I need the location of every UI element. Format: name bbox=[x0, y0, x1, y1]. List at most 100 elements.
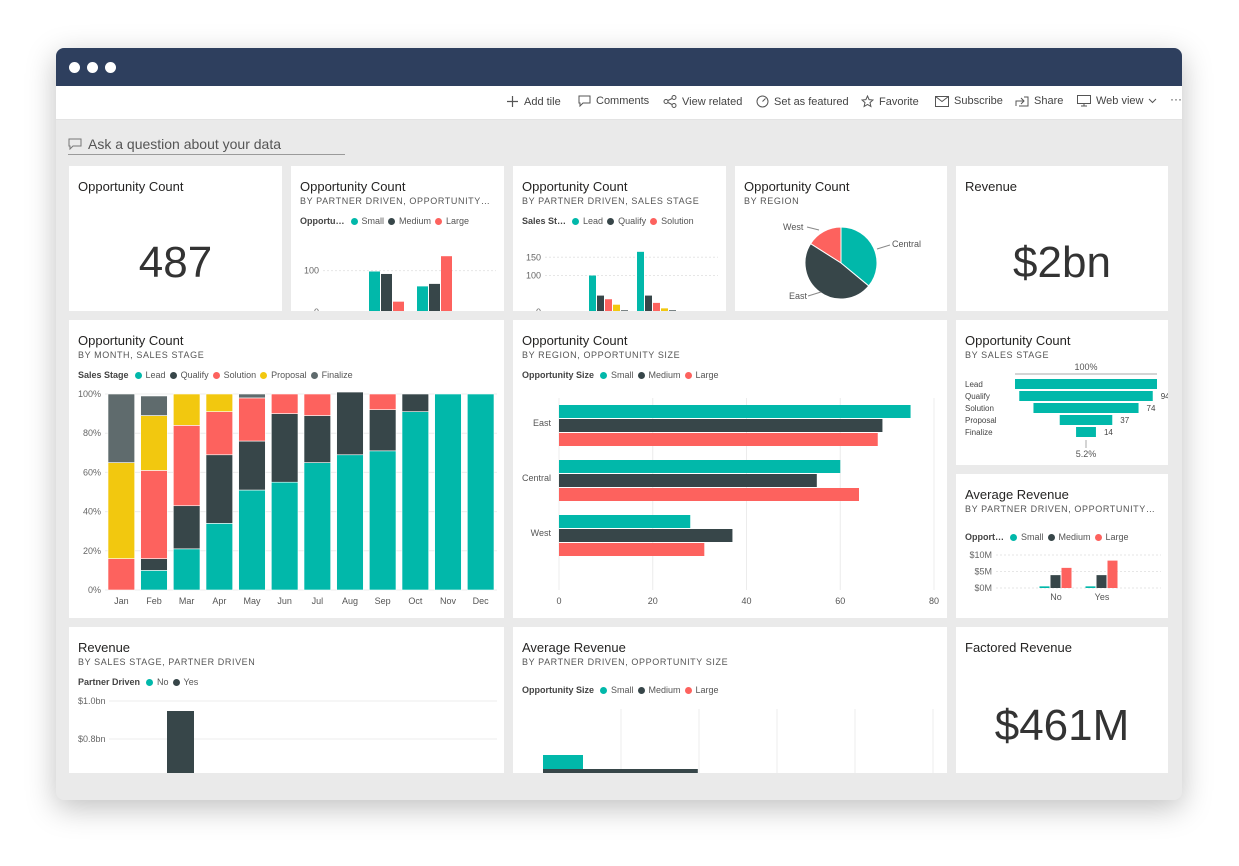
legend-title: Partner Driven bbox=[78, 677, 141, 687]
add-tile-label: Add tile bbox=[524, 95, 561, 108]
tile-avg-revenue-by-size[interactable]: Average Revenue BY PARTNER DRIVEN, OPPOR… bbox=[513, 627, 947, 773]
y-tick-label: Central bbox=[522, 473, 551, 483]
set-featured-button[interactable]: Set as featured bbox=[756, 95, 849, 108]
mail-icon bbox=[935, 95, 949, 107]
bar bbox=[653, 302, 660, 311]
tile-opp-by-month[interactable]: Opportunity Count BY MONTH, SALES STAGE … bbox=[69, 320, 504, 618]
bar-segment bbox=[303, 462, 331, 591]
bar bbox=[613, 304, 620, 311]
bar-segment bbox=[173, 548, 201, 591]
tile-title: Opportunity Count bbox=[522, 179, 628, 194]
pie-label: East bbox=[789, 291, 808, 301]
legend-dot bbox=[650, 217, 658, 225]
bar bbox=[559, 460, 841, 473]
y-tick-label: $5M bbox=[974, 567, 992, 577]
bar bbox=[621, 310, 628, 311]
bar-segment bbox=[173, 505, 201, 550]
window-dot-icon[interactable] bbox=[69, 62, 80, 73]
more-options-button[interactable]: ··· bbox=[1170, 92, 1182, 106]
horizontal-bar-chart: 0 20 40 60 80 East Central West bbox=[522, 398, 939, 606]
tile-subtitle: BY MONTH, SALES STAGE bbox=[78, 350, 205, 360]
kpi-value: $461M bbox=[994, 701, 1130, 750]
chart-legend: Sales St… Lead Qualify Solution bbox=[522, 216, 694, 226]
bar-segment bbox=[401, 411, 429, 591]
qa-box[interactable]: Ask a question about your data bbox=[68, 134, 345, 155]
tile-opportunity-count[interactable]: Opportunity Count 487 bbox=[69, 166, 282, 311]
bar bbox=[381, 273, 392, 311]
subscribe-button[interactable]: Subscribe bbox=[935, 95, 1003, 107]
bar-segment bbox=[467, 393, 495, 591]
tile-subtitle: BY REGION, OPPORTUNITY SIZE bbox=[522, 350, 681, 360]
funnel-bar bbox=[1019, 391, 1153, 401]
legend-item: Large bbox=[695, 685, 719, 695]
legend-item: Large bbox=[446, 216, 470, 226]
legend-dot bbox=[600, 686, 607, 694]
web-view-dropdown[interactable]: Web view bbox=[1077, 95, 1157, 107]
bar-segment bbox=[205, 454, 233, 524]
y-tick-label: East bbox=[533, 418, 552, 428]
tile-opp-by-region[interactable]: Opportunity Count BY REGION West Central E… bbox=[735, 166, 947, 311]
bar bbox=[559, 419, 883, 432]
funnel-stage-label: Qualify bbox=[965, 392, 990, 401]
legend-dot bbox=[1010, 533, 1017, 541]
bar-segment bbox=[303, 415, 331, 463]
bar-segment bbox=[401, 393, 429, 412]
bar-segment bbox=[140, 395, 168, 416]
legend-item: Qualify bbox=[180, 370, 209, 380]
x-tick-label: Jun bbox=[277, 596, 292, 606]
funnel-bar bbox=[1033, 403, 1139, 413]
x-tick-label: Aug bbox=[342, 596, 358, 606]
tile-revenue-by-stage[interactable]: Revenue BY SALES STAGE, PARTNER DRIVEN P… bbox=[69, 627, 504, 773]
bar-segment bbox=[336, 454, 364, 591]
bar-segment bbox=[173, 393, 201, 426]
bar bbox=[589, 275, 596, 311]
title-bar bbox=[56, 48, 1182, 86]
y-tick-label: 0 bbox=[536, 307, 541, 311]
funnel-bar bbox=[1076, 427, 1096, 437]
legend-title: Opportu… bbox=[300, 216, 345, 226]
y-tick-label: 150 bbox=[526, 252, 541, 262]
funnel-top-label: 100% bbox=[1074, 362, 1097, 372]
tile-opp-by-region-size[interactable]: Opportunity Count BY REGION, OPPORTUNITY… bbox=[513, 320, 947, 618]
y-tick-label: 0% bbox=[88, 585, 101, 595]
x-tick-label: Apr bbox=[212, 596, 226, 606]
funnel-stage-label: Solution bbox=[965, 404, 994, 413]
x-tick-label: Nov bbox=[440, 596, 457, 606]
tile-factored-revenue[interactable]: Factored Revenue $461M bbox=[956, 627, 1168, 773]
tile-sales-funnel[interactable]: Opportunity Count BY SALES STAGE 100% Lea… bbox=[956, 320, 1168, 465]
tile-opp-by-stage[interactable]: Opportunity Count BY PARTNER DRIVEN, SAL… bbox=[513, 166, 726, 311]
legend-title: Opportunity Size bbox=[522, 370, 594, 380]
y-tick-label: 100 bbox=[304, 266, 319, 276]
legend-item: Small bbox=[361, 216, 385, 226]
chart-legend: Opportunity Size Small Medium Large bbox=[522, 370, 719, 380]
x-tick-label: 60 bbox=[835, 596, 845, 606]
tile-opp-by-partner[interactable]: Opportunity Count BY PARTNER DRIVEN, OPP… bbox=[291, 166, 504, 311]
bar bbox=[1107, 560, 1118, 588]
chart-legend: Opportunity Size Small Medium Large bbox=[522, 685, 719, 695]
view-related-button[interactable]: View related bbox=[663, 95, 742, 108]
x-tick-label: 40 bbox=[741, 596, 751, 606]
window-dot-icon[interactable] bbox=[87, 62, 98, 73]
legend-dot bbox=[1094, 533, 1102, 541]
monitor-icon bbox=[1077, 95, 1091, 107]
comments-button[interactable]: Comments bbox=[578, 95, 649, 107]
tile-title: Revenue bbox=[78, 640, 131, 655]
x-tick-label: Feb bbox=[146, 596, 162, 606]
add-tile-button[interactable]: Add tile bbox=[506, 95, 561, 108]
bar-segment bbox=[271, 481, 299, 591]
favorite-button[interactable]: Favorite bbox=[861, 95, 919, 108]
tile-revenue[interactable]: Revenue $2bn bbox=[956, 166, 1168, 311]
bar-segment bbox=[238, 440, 266, 491]
comment-icon bbox=[578, 95, 591, 107]
bar-segment bbox=[434, 393, 462, 591]
x-tick-label: Jan bbox=[114, 596, 129, 606]
legend-item: Small bbox=[611, 685, 634, 695]
window-dot-icon[interactable] bbox=[105, 62, 116, 73]
legend-dot bbox=[146, 678, 154, 686]
legend-item: Small bbox=[1021, 532, 1044, 542]
tile-average-revenue[interactable]: Average Revenue BY PARTNER DRIVEN, OPPOR… bbox=[956, 474, 1168, 618]
share-button[interactable]: Share bbox=[1015, 95, 1063, 107]
legend-title: Opport… bbox=[965, 532, 1004, 542]
bar-chart: 0100NoYes bbox=[304, 256, 496, 311]
plus-icon bbox=[507, 96, 518, 107]
